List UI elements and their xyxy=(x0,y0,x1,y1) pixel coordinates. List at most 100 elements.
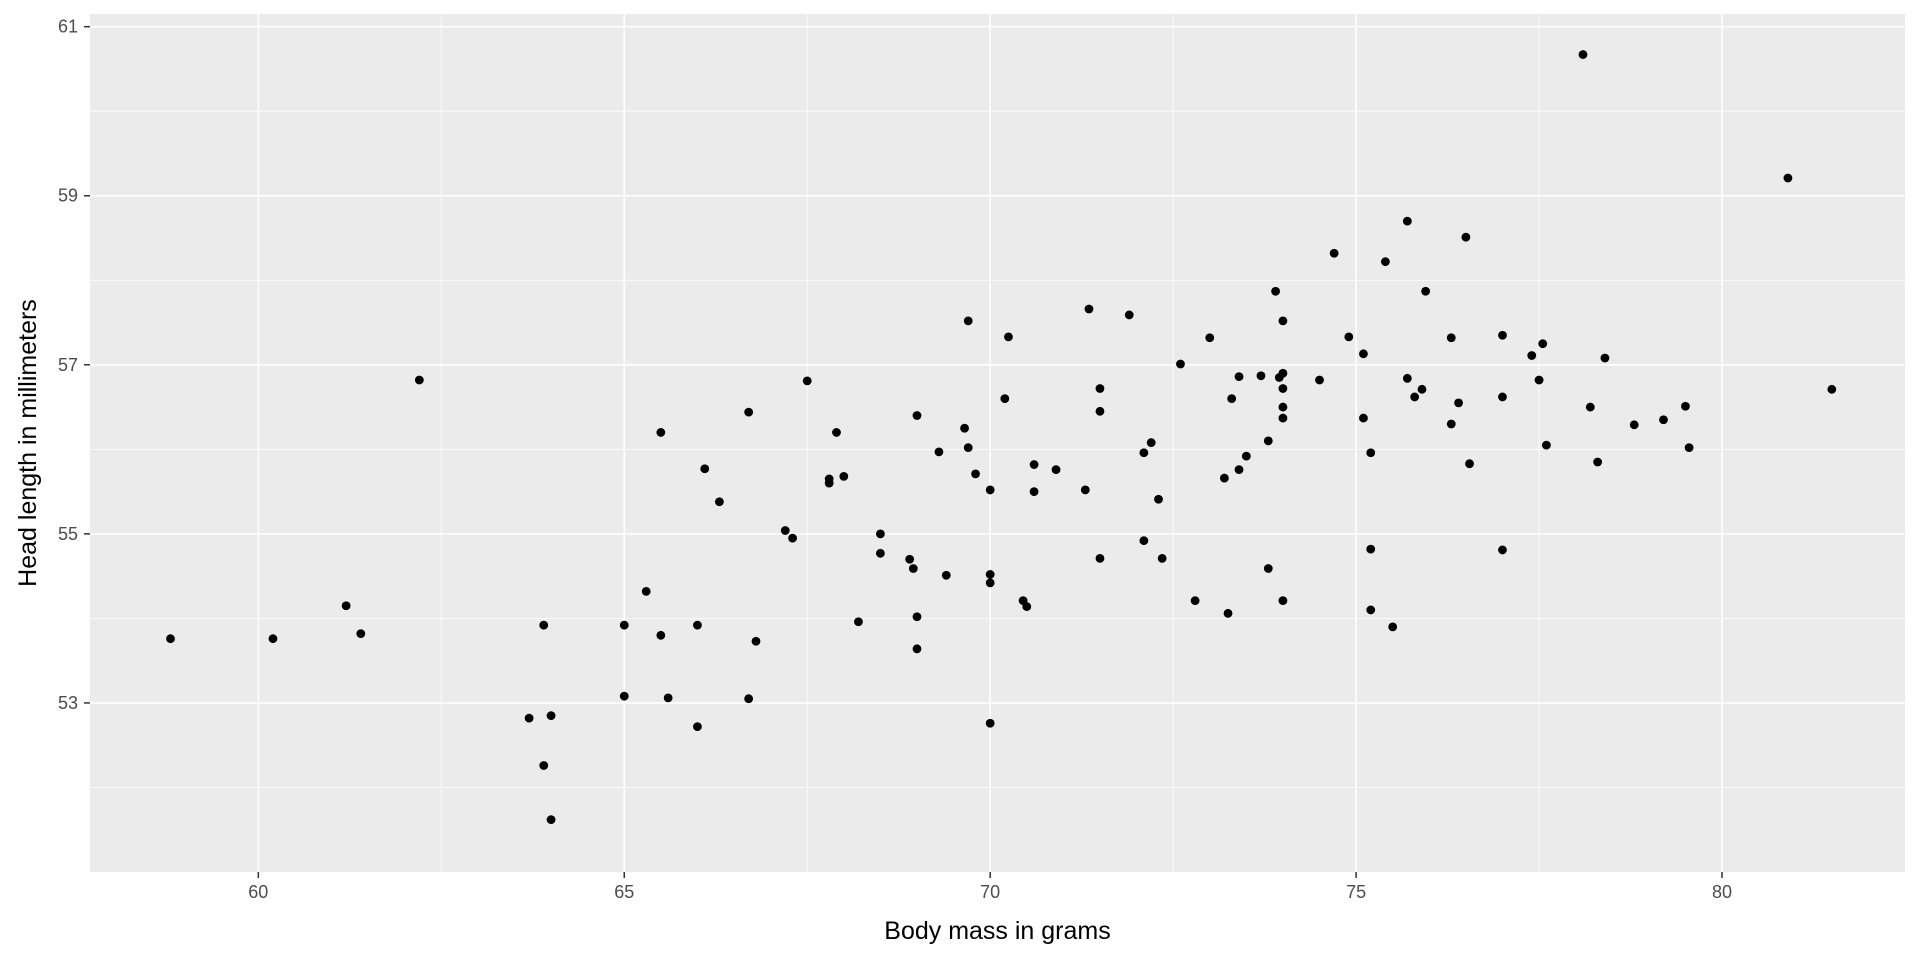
data-point xyxy=(1454,398,1463,408)
y-tick-label: 55 xyxy=(58,524,78,544)
data-point xyxy=(1278,596,1288,606)
data-point xyxy=(1263,436,1273,446)
data-point xyxy=(985,578,995,588)
data-point xyxy=(619,620,629,630)
data-point xyxy=(1410,392,1420,402)
data-point xyxy=(1278,413,1288,423)
data-point xyxy=(656,428,666,437)
data-point xyxy=(1080,485,1090,495)
data-point xyxy=(1498,545,1507,555)
data-point xyxy=(1366,448,1376,458)
data-point xyxy=(1278,402,1288,412)
data-point xyxy=(1585,402,1595,412)
data-point xyxy=(1029,487,1039,497)
data-point xyxy=(876,548,885,558)
data-point xyxy=(1498,330,1507,340)
data-point xyxy=(1051,465,1061,475)
data-point xyxy=(1084,304,1094,314)
data-point xyxy=(1271,286,1281,296)
data-point xyxy=(1190,596,1200,606)
data-point xyxy=(971,469,980,479)
data-point xyxy=(166,634,175,644)
data-point xyxy=(1359,349,1368,359)
x-tick-label: 65 xyxy=(614,882,634,902)
data-point xyxy=(912,644,922,654)
data-point xyxy=(1446,419,1456,429)
x-tick-label: 80 xyxy=(1712,882,1732,902)
data-point xyxy=(1366,605,1376,615)
data-point xyxy=(1783,173,1793,183)
data-point xyxy=(1498,392,1507,402)
data-point xyxy=(1176,359,1185,369)
data-point xyxy=(905,554,915,564)
plot-panel xyxy=(90,14,1905,872)
data-point xyxy=(1219,473,1229,483)
x-axis: 60 65 70 75 80 xyxy=(248,872,1732,902)
minor-gridlines xyxy=(90,14,1905,872)
data-point xyxy=(1278,316,1288,326)
data-point xyxy=(1827,384,1837,394)
data-point xyxy=(539,761,549,770)
data-point xyxy=(1234,465,1244,475)
data-point xyxy=(1154,494,1163,504)
data-point xyxy=(1593,457,1603,467)
x-axis-title: Body mass in grams xyxy=(884,917,1110,945)
data-point xyxy=(832,428,841,437)
data-point xyxy=(1095,553,1105,563)
data-point xyxy=(656,630,666,640)
data-point xyxy=(1139,448,1149,458)
data-point xyxy=(802,376,812,386)
data-point xyxy=(839,471,849,481)
data-point xyxy=(1329,248,1339,258)
data-point xyxy=(963,443,973,453)
data-point xyxy=(854,617,863,627)
data-point xyxy=(908,564,918,573)
data-point xyxy=(546,815,556,824)
data-point xyxy=(1205,333,1215,343)
data-point xyxy=(985,718,995,728)
data-point xyxy=(1421,286,1431,296)
data-point xyxy=(876,529,885,539)
y-tick-label: 57 xyxy=(58,355,78,375)
data-point xyxy=(414,375,424,385)
data-point xyxy=(1139,536,1149,546)
x-tick-label: 70 xyxy=(980,882,1000,902)
x-tick-label: 60 xyxy=(248,882,268,902)
data-point xyxy=(356,629,366,639)
data-point xyxy=(1380,257,1390,267)
data-point xyxy=(714,497,724,507)
data-point xyxy=(934,447,944,457)
data-point xyxy=(1417,384,1427,394)
data-point xyxy=(744,407,754,417)
data-point xyxy=(693,620,702,630)
data-points xyxy=(166,50,1837,824)
data-point xyxy=(1124,310,1134,320)
data-point xyxy=(1402,373,1412,383)
data-point xyxy=(1315,375,1324,385)
data-point xyxy=(1538,339,1548,349)
data-point xyxy=(1446,333,1456,343)
data-point xyxy=(1095,406,1105,416)
data-point xyxy=(641,586,651,596)
data-point xyxy=(1388,622,1398,632)
data-point xyxy=(268,634,278,644)
data-point xyxy=(1684,443,1694,453)
data-point xyxy=(985,485,995,495)
data-point xyxy=(1241,451,1251,461)
data-point xyxy=(751,636,761,646)
data-point xyxy=(1004,332,1013,342)
data-point xyxy=(1578,50,1588,59)
data-point xyxy=(912,612,922,622)
data-point xyxy=(780,526,790,535)
data-point xyxy=(1157,553,1167,563)
data-point xyxy=(1227,394,1237,404)
data-point xyxy=(1029,460,1039,469)
data-point xyxy=(1344,332,1354,342)
data-point xyxy=(1278,384,1288,393)
x-tick-label: 75 xyxy=(1346,882,1366,902)
data-point xyxy=(1223,608,1233,618)
data-point xyxy=(700,464,710,474)
data-point xyxy=(1629,420,1639,430)
y-axis-title: Head length in millimeters xyxy=(14,299,42,587)
